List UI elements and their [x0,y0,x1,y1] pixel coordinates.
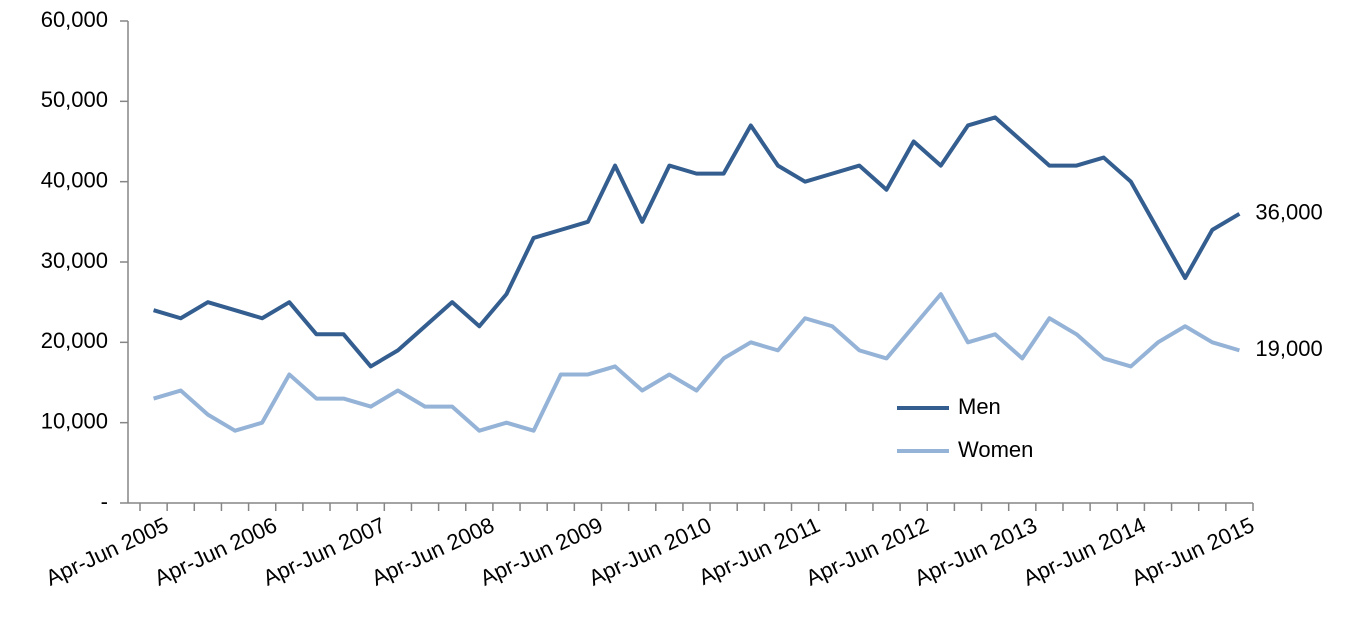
legend-label: Women [958,437,1033,462]
x-tick-label: Apr-Jun 2013 [911,512,1041,590]
data-label: 19,000 [1255,336,1322,361]
y-tick-label: - [101,489,108,514]
x-tick-label: Apr-Jun 2007 [259,512,389,590]
x-tick-label: Apr-Jun 2009 [476,512,606,590]
x-tick-label: Apr-Jun 2006 [150,512,280,590]
y-tick-label: 20,000 [41,328,108,353]
x-tick-label: Apr-Jun 2012 [802,512,932,590]
data-label: 36,000 [1255,200,1322,225]
y-tick-label: 40,000 [41,167,108,192]
line-series [153,115,1241,369]
x-tick-label: Apr-Jun 2015 [1128,512,1258,590]
line-series [153,292,1240,433]
x-tick-label: Apr-Jun 2005 [42,512,172,590]
legend-label: Men [958,394,1001,419]
x-tick-label: Apr-Jun 2008 [368,512,498,590]
y-tick-label: 50,000 [41,87,108,112]
x-tick-label: Apr-Jun 2010 [585,512,715,590]
y-tick-label: 30,000 [41,248,108,273]
x-tick-label: Apr-Jun 2011 [695,512,824,590]
y-tick-label: 60,000 [41,7,108,32]
x-tick-label: Apr-Jun 2014 [1019,512,1149,590]
y-tick-label: 10,000 [41,408,108,433]
